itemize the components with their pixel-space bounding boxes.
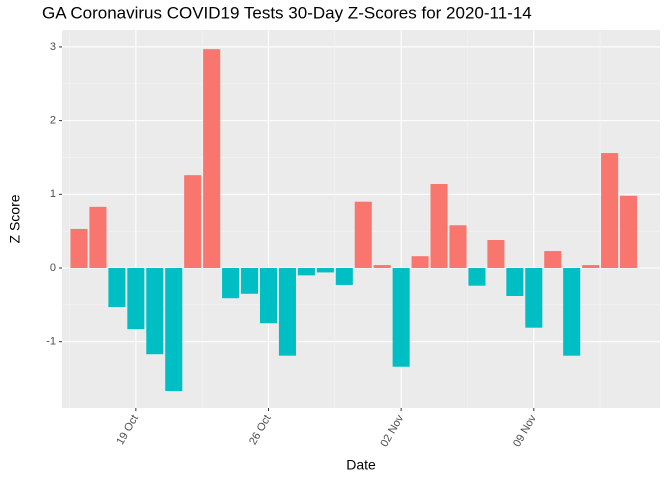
bar xyxy=(222,268,240,299)
x-tick-label: 02 Nov xyxy=(378,413,406,450)
bar xyxy=(525,268,543,328)
x-axis-title: Date xyxy=(346,457,376,473)
bar xyxy=(430,184,448,268)
bar xyxy=(184,175,202,268)
bar xyxy=(108,268,126,308)
x-tick-label: 26 Oct xyxy=(247,413,274,447)
bar xyxy=(373,265,391,268)
bar xyxy=(70,228,88,268)
x-tick-label: 19 Oct xyxy=(114,413,141,447)
y-axis-title: Z Score xyxy=(7,194,23,243)
bar xyxy=(259,268,278,324)
bar xyxy=(297,268,315,276)
bar xyxy=(487,240,505,268)
bar xyxy=(165,268,183,392)
bar xyxy=(601,153,619,268)
chart-title: GA Coronavirus COVID19 Tests 30-Day Z-Sc… xyxy=(42,3,532,22)
y-tick-label: 0 xyxy=(50,262,56,274)
bar xyxy=(146,268,164,355)
bar xyxy=(449,225,467,268)
y-tick-label: -1 xyxy=(46,336,56,348)
bar xyxy=(354,201,372,268)
y-tick-label: 2 xyxy=(50,115,56,127)
bar xyxy=(506,268,524,296)
bar xyxy=(563,268,581,356)
bar xyxy=(278,268,296,356)
x-tick-label: 09 Nov xyxy=(511,413,539,450)
bar xyxy=(544,251,562,268)
y-tick-label: 3 xyxy=(50,41,56,53)
y-tick-label: 1 xyxy=(50,188,56,200)
bar xyxy=(89,206,107,268)
bar xyxy=(203,49,221,268)
bar xyxy=(127,268,145,330)
bar xyxy=(241,268,259,294)
bar xyxy=(468,268,486,286)
bar xyxy=(335,268,353,285)
bar xyxy=(620,195,638,268)
bar xyxy=(316,268,334,273)
bar xyxy=(411,256,429,268)
bar xyxy=(582,265,600,268)
bar xyxy=(392,268,410,367)
